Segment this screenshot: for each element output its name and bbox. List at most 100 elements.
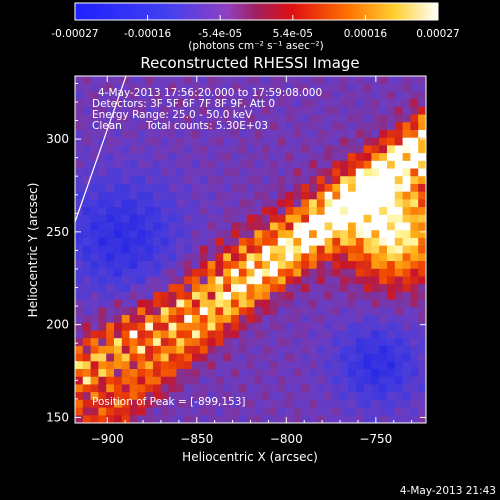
heatmap-cell <box>246 345 255 354</box>
heatmap-cell <box>114 245 123 254</box>
heatmap-cell <box>184 91 193 100</box>
heatmap-cell <box>332 160 341 169</box>
heatmap-cell <box>129 376 138 385</box>
heatmap-cell <box>153 122 162 131</box>
heatmap-cell <box>324 291 333 301</box>
heatmap-cell <box>192 315 201 324</box>
heatmap-cell <box>137 261 146 270</box>
heatmap-cell <box>262 415 271 423</box>
heatmap-cell <box>90 106 99 115</box>
heatmap-cell <box>75 338 84 347</box>
heatmap-cell <box>293 199 302 208</box>
heatmap-cell <box>114 114 123 123</box>
heatmap-cell <box>192 122 201 131</box>
heatmap-cell <box>129 153 138 162</box>
heatmap-cell <box>145 361 154 370</box>
heatmap-cell <box>254 361 263 370</box>
heatmap-cell <box>363 307 372 316</box>
heatmap-cell <box>410 330 419 339</box>
heatmap-cell <box>309 353 318 362</box>
heatmap-cell <box>137 106 146 115</box>
heatmap-cell <box>316 114 325 123</box>
heatmap-cell <box>192 369 201 378</box>
heatmap-cell <box>301 191 310 200</box>
heatmap-cell <box>316 276 325 285</box>
heatmap-cell <box>270 207 279 216</box>
heatmap-cell <box>301 392 310 401</box>
heatmap-cell <box>394 291 403 301</box>
heatmap-cell <box>270 214 279 223</box>
heatmap-cell <box>223 353 232 362</box>
heatmap-cell <box>231 284 240 293</box>
heatmap-cell <box>254 76 263 85</box>
heatmap-cell <box>309 207 318 216</box>
heatmap-cell <box>98 330 107 339</box>
heatmap-cell <box>106 230 115 239</box>
heatmap-cell <box>316 106 325 115</box>
x-axis-label: Heliocentric X (arcsec) <box>182 450 318 464</box>
heatmap-cell <box>332 91 341 100</box>
heatmap-cell <box>184 284 193 293</box>
heatmap-cell <box>285 183 294 193</box>
heatmap-cell <box>316 322 325 331</box>
heatmap-cell <box>75 160 84 169</box>
heatmap-cell <box>137 361 146 370</box>
heatmap-cell <box>348 261 357 270</box>
heatmap-cell <box>254 137 263 146</box>
heatmap-cell <box>137 168 146 177</box>
heatmap-cell <box>387 99 396 108</box>
heatmap-cell <box>176 407 185 416</box>
heatmap-cell <box>168 253 177 262</box>
heatmap-cell <box>192 268 201 277</box>
heatmap-cell <box>355 276 364 285</box>
heatmap-cell <box>324 268 333 277</box>
heatmap-cell <box>192 291 201 301</box>
heatmap-cell <box>82 153 91 162</box>
heatmap-cell <box>371 137 380 146</box>
heatmap-cell <box>238 106 247 115</box>
heatmap-cell <box>371 207 380 216</box>
heatmap-cell <box>309 222 318 231</box>
heatmap-cell <box>75 230 84 239</box>
heatmap-cell <box>277 291 286 301</box>
heatmap-cell <box>246 91 255 100</box>
heatmap-cell <box>254 237 263 247</box>
heatmap-cell <box>394 268 403 277</box>
heatmap-cell <box>285 369 294 378</box>
heatmap-cell <box>410 99 419 108</box>
heatmap-cell <box>153 129 162 139</box>
heatmap-cell <box>223 83 232 92</box>
heatmap-cell <box>137 392 146 401</box>
heatmap-cell <box>371 261 380 270</box>
heatmap-cell <box>340 369 349 378</box>
heatmap-cell <box>199 199 208 208</box>
heatmap-cell <box>410 284 419 293</box>
heatmap-cell <box>75 261 84 270</box>
heatmap-cell <box>348 145 357 154</box>
heatmap-cell <box>246 106 255 115</box>
heatmap-cell <box>199 106 208 115</box>
heatmap-cell <box>262 261 271 270</box>
heatmap-cell <box>348 322 357 331</box>
heatmap-cell <box>402 122 411 131</box>
heatmap-cell <box>363 176 372 185</box>
heatmap-cell <box>332 153 341 162</box>
heatmap-cell <box>387 361 396 370</box>
heatmap-cell <box>145 399 154 408</box>
heatmap-cell <box>309 106 318 115</box>
heatmap-cell <box>262 183 271 193</box>
heatmap-cell <box>355 369 364 378</box>
heatmap-cell <box>277 353 286 362</box>
heatmap-cell <box>387 392 396 401</box>
heatmap-cell <box>160 168 169 177</box>
heatmap-cell <box>192 207 201 216</box>
heatmap-cell <box>277 399 286 408</box>
heatmap-cell <box>215 245 224 254</box>
heatmap-cell <box>246 361 255 370</box>
heatmap-cell <box>293 268 302 277</box>
heatmap-cell <box>223 307 232 316</box>
heatmap-cell <box>168 338 177 347</box>
heatmap-cell <box>199 253 208 262</box>
heatmap-cell <box>309 384 318 393</box>
heatmap-cell <box>394 307 403 316</box>
